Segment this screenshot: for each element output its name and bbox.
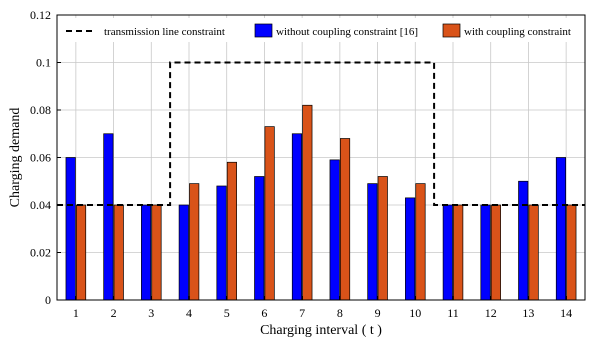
transmission-constraint-line xyxy=(57,61,585,206)
bar-series-1-interval-3 xyxy=(141,204,152,301)
bar-series-2-interval-6 xyxy=(264,126,275,301)
x-tick-label: 12 xyxy=(485,306,497,320)
grid-lines xyxy=(57,15,585,300)
bar-series-2-interval-8 xyxy=(339,138,351,301)
legend-swatch-with xyxy=(442,23,461,38)
bar-series-1-interval-4 xyxy=(178,204,189,301)
bar-series-2-interval-7 xyxy=(302,104,313,301)
bar-series-2-interval-11 xyxy=(453,204,464,301)
x-tick-label: 13 xyxy=(522,306,534,320)
y-tick-label: 0 xyxy=(45,293,51,307)
x-tick-label: 7 xyxy=(299,306,305,320)
y-tick-label: 0.1 xyxy=(36,56,51,70)
y-tick-label: 0.04 xyxy=(30,198,51,212)
legend-label-constraint: transmission line constraint xyxy=(104,26,225,38)
bar-series-1-interval-6 xyxy=(254,176,265,301)
bar-series-1-interval-13 xyxy=(518,180,529,301)
x-tick-label: 3 xyxy=(148,306,154,320)
bar-series-2-interval-3 xyxy=(151,204,162,301)
bar-series-1-interval-11 xyxy=(442,204,453,301)
bar-series-2-interval-5 xyxy=(226,161,237,301)
legend-box xyxy=(59,18,583,42)
legend-label-with: with coupling constraint xyxy=(464,26,571,38)
tick-labels: 00.020.040.060.080.10.121 2 3 4 5 6 7 8 9 10 11 12 1… xyxy=(30,8,572,320)
bar-series-2-interval-10 xyxy=(415,183,426,301)
y-axis-title: Charging demand xyxy=(8,108,23,208)
bar-series-2-interval-12 xyxy=(490,204,501,301)
bar-series-1-interval-9 xyxy=(367,183,378,301)
bar-series-2-interval-4 xyxy=(189,183,200,301)
y-tick-label: 0.02 xyxy=(30,246,51,260)
x-tick-label: 8 xyxy=(337,306,343,320)
y-tick-label: 0.08 xyxy=(30,103,51,117)
x-tick-label: 4 xyxy=(186,306,192,320)
bars xyxy=(65,104,577,301)
x-tick-label: 5 xyxy=(224,306,230,320)
bar-series-1-interval-14 xyxy=(555,157,567,301)
x-tick-label: 11 xyxy=(447,306,459,320)
y-tick-label: 0.06 xyxy=(30,151,51,165)
bar-series-1-interval-12 xyxy=(480,204,491,301)
bar-series-2-interval-2 xyxy=(113,204,124,301)
x-axis-title: Charging interval ( t ) xyxy=(260,323,382,338)
x-tick-label: 2 xyxy=(111,306,117,320)
legend: transmission line constraint without coup… xyxy=(59,18,583,42)
bar-series-2-interval-9 xyxy=(377,176,388,301)
x-tick-label: 6 xyxy=(261,306,267,320)
bar-series-1-interval-7 xyxy=(291,133,303,301)
constraint-line-layer xyxy=(57,61,585,206)
bar-series-2-interval-1 xyxy=(75,204,87,301)
y-tick-label: 0.12 xyxy=(30,8,51,22)
x-tick-label: 10 xyxy=(409,306,421,320)
bar-series-1-interval-1 xyxy=(65,157,76,301)
x-tick-label: 1 xyxy=(73,306,79,320)
bar-series-1-interval-8 xyxy=(329,159,340,301)
legend-swatch-without xyxy=(254,23,273,38)
x-tick-label: 14 xyxy=(560,306,572,320)
bar-series-1-interval-2 xyxy=(103,133,114,301)
bar-series-2-interval-13 xyxy=(528,204,539,301)
legend-label-without: without coupling constraint [16] xyxy=(276,26,418,38)
bar-series-1-interval-10 xyxy=(405,197,416,301)
bar-series-2-interval-14 xyxy=(566,204,577,301)
x-tick-label: 9 xyxy=(375,306,381,320)
bar-series-1-interval-5 xyxy=(216,185,227,301)
